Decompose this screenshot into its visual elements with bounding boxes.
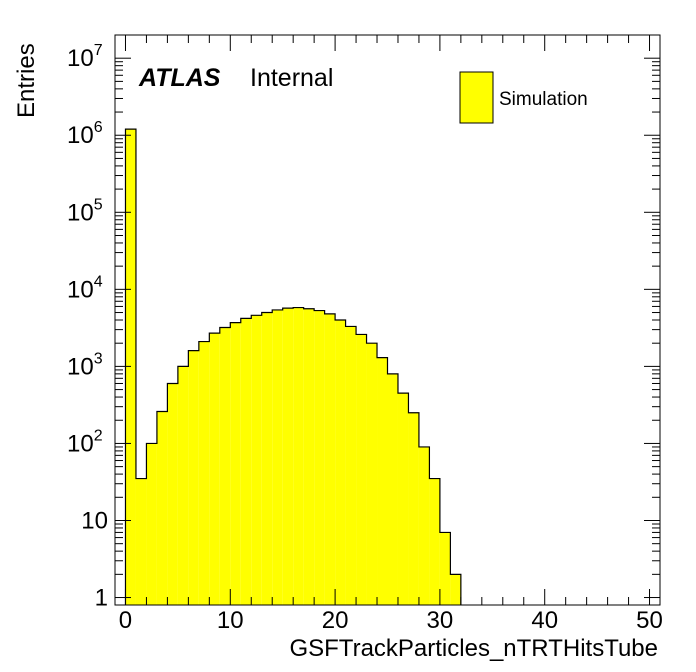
y-tick-label: 107 — [67, 42, 103, 72]
histogram-bar — [387, 373, 398, 605]
y-axis-ticks — [115, 34, 660, 599]
histogram-bar — [377, 357, 388, 605]
histogram-bar — [429, 478, 440, 605]
histogram-bar — [125, 129, 136, 605]
legend-swatch — [459, 71, 494, 124]
y-axis-tick-labels: 1 10 102 103 104 105 106 107 — [67, 42, 108, 611]
atlas-label-internal: Internal — [250, 64, 333, 92]
histogram-bar — [408, 412, 419, 605]
histogram-bar — [251, 315, 262, 605]
histogram-bar — [293, 307, 304, 605]
histogram-bar — [230, 322, 241, 605]
histogram-bars — [125, 129, 461, 605]
histogram-bar — [177, 366, 189, 605]
histogram-bar — [219, 327, 231, 605]
y-axis-title: Entries — [13, 43, 40, 118]
histogram-bar — [240, 318, 252, 605]
y-tick-label: 103 — [67, 350, 103, 380]
y-tick-label: 104 — [67, 273, 103, 303]
histogram-bar — [366, 343, 378, 605]
y-tick-label: 1 — [95, 585, 108, 612]
histogram-bar — [146, 443, 157, 605]
x-tick-label: 20 — [322, 607, 349, 634]
legend: Simulation — [459, 71, 588, 124]
histogram-bar — [345, 326, 357, 605]
x-tick-label: 50 — [636, 607, 663, 634]
x-axis-ticks — [124, 35, 651, 605]
histogram-bar — [156, 411, 168, 605]
y-tick-label: 102 — [67, 427, 103, 457]
histogram-bar — [418, 446, 430, 605]
y-tick-label: 106 — [67, 119, 103, 149]
x-tick-label: 30 — [427, 607, 454, 634]
histogram-bar — [303, 308, 315, 605]
y-tick-label: 10 — [81, 507, 108, 534]
histogram-outline — [124, 128, 462, 605]
histogram-bar — [135, 478, 147, 605]
histogram-bar — [209, 333, 220, 605]
histogram-bar — [282, 308, 294, 605]
histogram-bar — [439, 532, 451, 605]
x-axis-title: GSFTrackParticles_nTRTHitsTube — [289, 635, 658, 662]
histogram-bar — [324, 313, 336, 605]
histogram-bar — [335, 320, 346, 605]
histogram-bar — [397, 393, 409, 605]
x-tick-label: 40 — [531, 607, 558, 634]
histogram-bar — [261, 312, 273, 605]
histogram-bar — [188, 350, 199, 605]
x-axis-tick-labels: 0 10 20 30 40 50 — [119, 607, 663, 634]
atlas-label: ATLAS Internal — [138, 64, 333, 92]
histogram-bar — [314, 310, 325, 605]
atlas-label-bold: ATLAS — [138, 64, 221, 92]
histogram-bar — [167, 383, 178, 605]
x-tick-label: 0 — [119, 607, 132, 634]
histogram-bar — [272, 309, 283, 605]
histogram-bar — [450, 574, 461, 605]
y-tick-label: 105 — [67, 196, 103, 226]
histogram-bar — [356, 334, 367, 605]
histogram-bar — [198, 341, 210, 605]
x-tick-label: 10 — [217, 607, 244, 634]
legend-label-simulation: Simulation — [499, 89, 588, 110]
